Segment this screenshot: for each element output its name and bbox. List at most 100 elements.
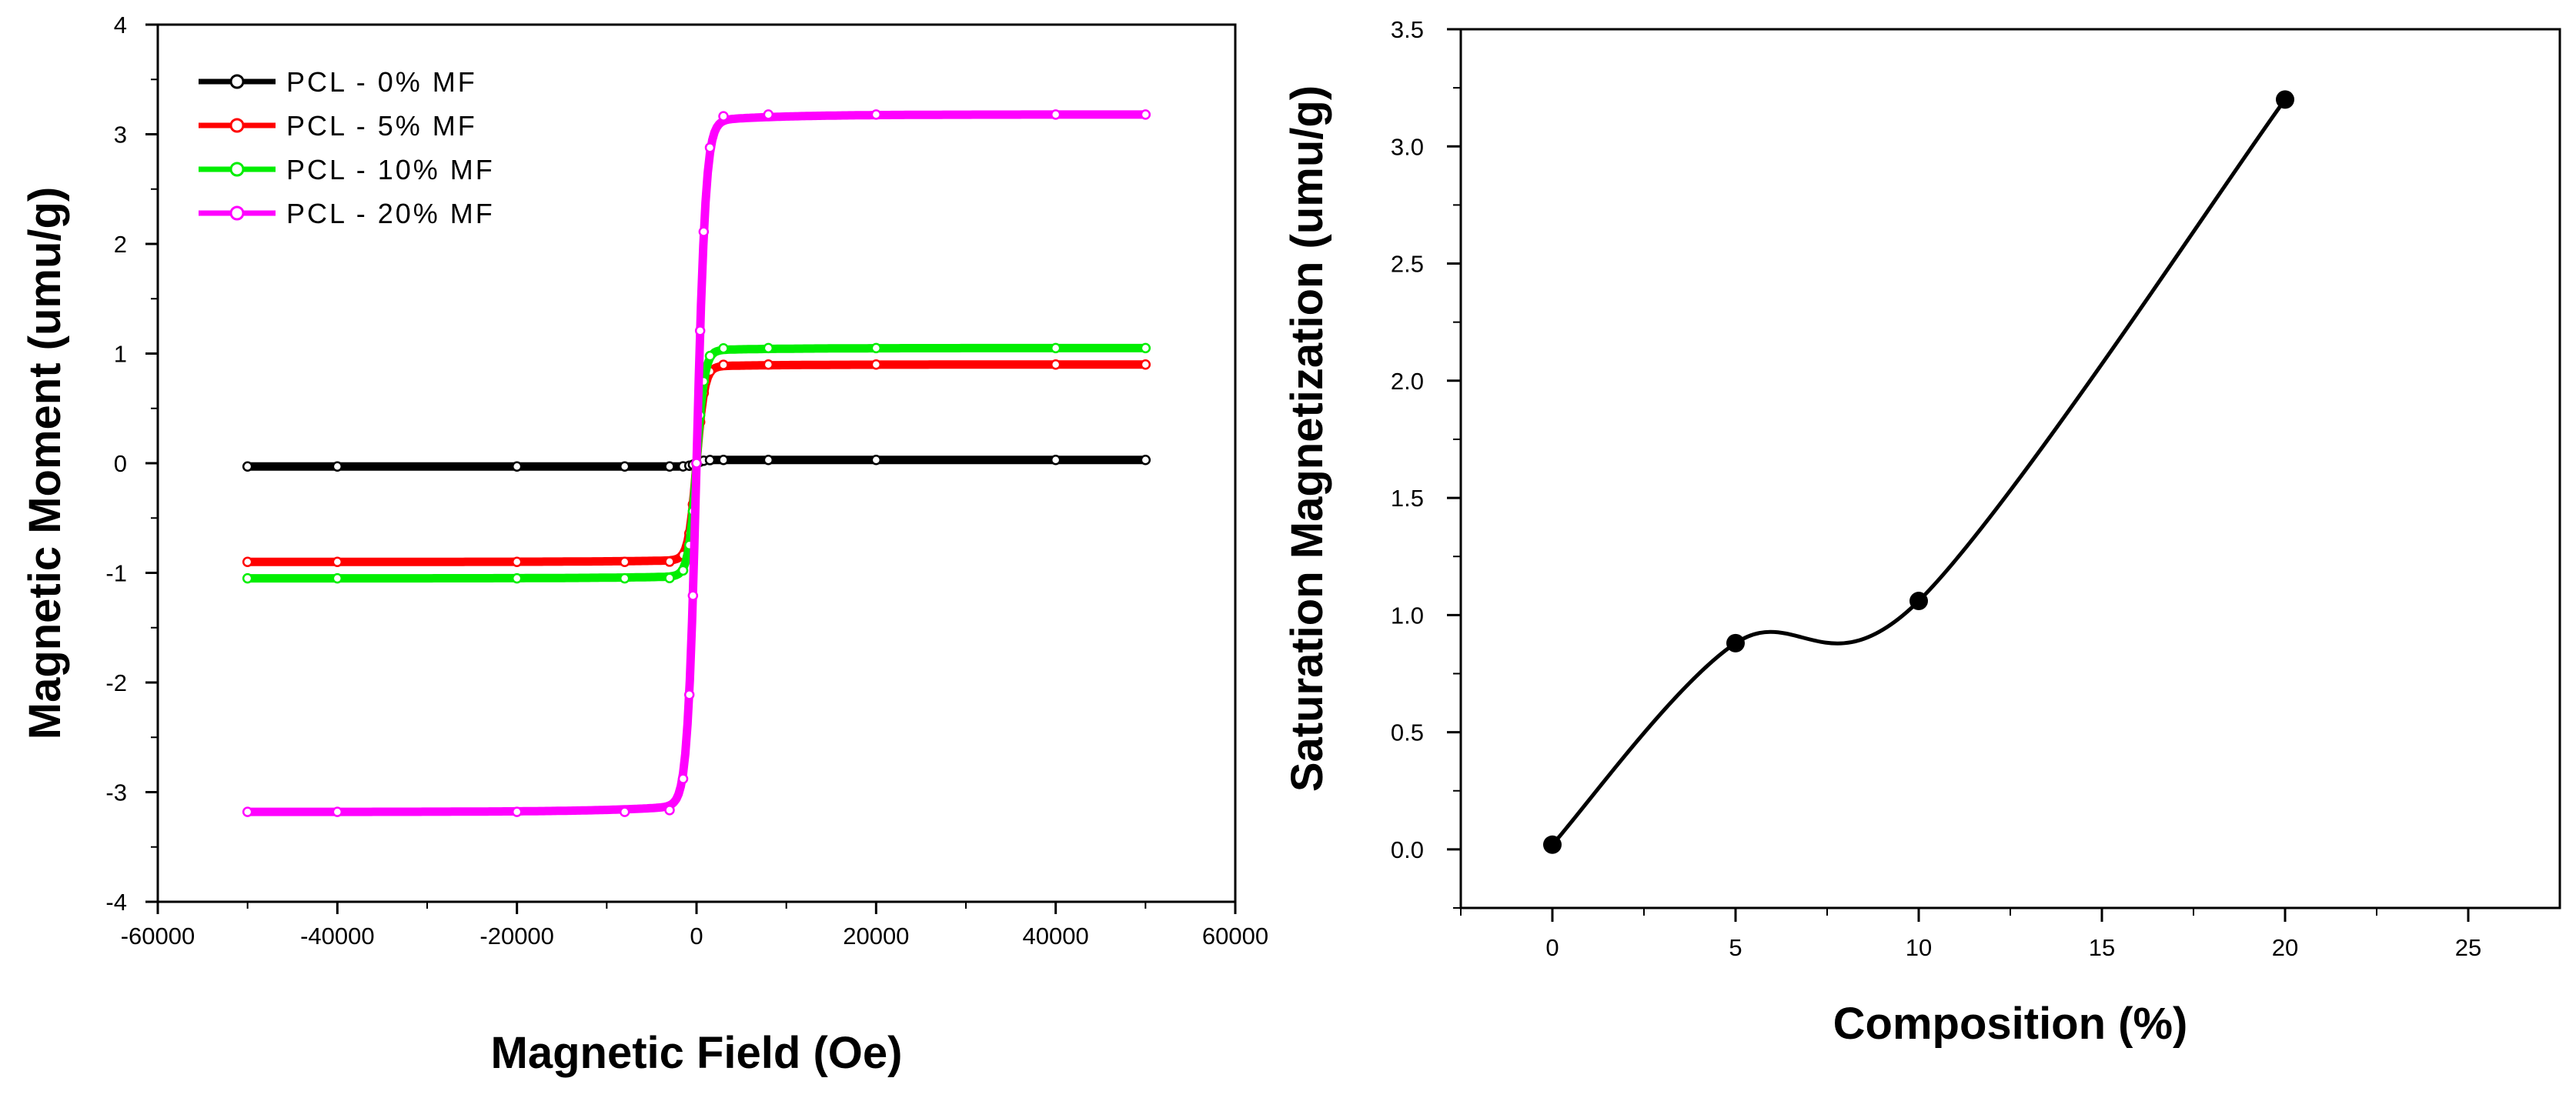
- legend-marker-1: [229, 118, 245, 133]
- left-y-tick-label: -2: [105, 669, 127, 696]
- left-x-tick-label: 0: [690, 923, 703, 949]
- left-series-marker-2: [664, 572, 675, 583]
- left-series-marker-2: [332, 572, 343, 584]
- left-series-marker-3: [687, 590, 699, 601]
- left-series-marker-1: [242, 556, 253, 567]
- left-legend: PCL - 0% MF PCL - 5% MF PCL - 10% MF PCL - …: [199, 66, 495, 229]
- right-data-point-2: [1909, 592, 1928, 611]
- right-y-tick-label: 0.5: [1391, 719, 1424, 746]
- left-series-marker-3: [664, 805, 675, 816]
- right-plot-frame: [1459, 28, 2561, 909]
- right-y-ticks: 0.0 0.5 1.0 1.5 2.0 2.5 3.0 3.5: [1391, 16, 1461, 909]
- left-series-marker-1: [332, 556, 343, 567]
- left-series-marker-0: [1140, 454, 1151, 466]
- left-y-tick-label: -3: [105, 779, 127, 806]
- right-x-ticks: 0 5 10 15 20 25: [1460, 908, 2481, 961]
- left-series-marker-3: [763, 109, 774, 120]
- left-y-tick-label: -1: [105, 560, 127, 587]
- right-y-tick-label: 0.0: [1391, 836, 1424, 863]
- left-series-marker-2: [870, 342, 882, 354]
- left-series-marker-0: [870, 454, 882, 466]
- left-series-marker-0: [718, 454, 729, 466]
- left-series-marker-2: [619, 572, 630, 584]
- left-series-marker-3: [1050, 109, 1061, 120]
- left-series-marker-0: [763, 454, 774, 466]
- left-series-marker-0: [619, 461, 630, 472]
- left-series-marker-3: [704, 142, 716, 153]
- left-series-marker-1: [619, 556, 630, 567]
- left-series-marker-3: [718, 111, 729, 122]
- legend-label-0: PCL - 0% MF: [286, 66, 477, 98]
- left-series-marker-1: [511, 556, 523, 567]
- left-series-marker-2: [677, 565, 689, 576]
- legend-marker-2: [229, 162, 245, 177]
- left-series-marker-3: [694, 325, 706, 336]
- left-series-marker-3: [870, 109, 882, 120]
- right-y-tick-label: 3.5: [1391, 16, 1424, 43]
- right-y-axis-title: Saturation Magnetization (umu/g): [1282, 85, 1332, 792]
- right-y-tick-label: 2.0: [1391, 368, 1424, 395]
- left-series-marker-2: [1140, 342, 1151, 354]
- right-y-tick-label: 3.0: [1391, 133, 1424, 160]
- left-y-tick-label: 3: [114, 122, 127, 149]
- left-series-marker-0: [242, 461, 253, 472]
- hysteresis-chart: -60000 -40000 -20000 0 20000 40000 60000 -4-3-…: [20, 12, 1268, 1078]
- left-y-tick-label: -4: [105, 889, 127, 916]
- left-series-marker-2: [718, 343, 729, 354]
- left-y-tick-label: 4: [114, 12, 127, 38]
- left-x-tick-label: 60000: [1202, 923, 1268, 949]
- left-series-marker-1: [763, 359, 774, 370]
- legend-label-3: PCL - 20% MF: [286, 198, 495, 229]
- right-series-group: [1543, 90, 2294, 854]
- right-x-tick-label: 5: [1729, 934, 1742, 961]
- legend-label-2: PCL - 10% MF: [286, 154, 495, 185]
- left-series-marker-2: [1050, 342, 1061, 354]
- right-y-tick-label: 1.5: [1391, 485, 1424, 512]
- legend-marker-3: [229, 205, 245, 221]
- saturation-chart: 0 5 10 15 20 25 0.0 0.5 1.0 1.5 2.0 2.5 3.0 3.5 Comp…: [1282, 16, 2561, 1049]
- left-series-marker-2: [704, 350, 716, 362]
- right-x-tick-label: 20: [2272, 934, 2298, 961]
- left-series-marker-1: [1140, 359, 1151, 370]
- legend-label-1: PCL - 5% MF: [286, 110, 477, 142]
- left-series-marker-3: [332, 806, 343, 817]
- right-x-tick-label: 10: [1906, 934, 1932, 961]
- left-x-tick-label: -60000: [121, 923, 195, 949]
- right-x-tick-label: 25: [2455, 934, 2481, 961]
- right-data-point-1: [1726, 633, 1745, 652]
- left-series-marker-2: [511, 572, 523, 584]
- right-x-axis-title: Composition (%): [1833, 999, 2188, 1049]
- left-series-marker-0: [511, 461, 523, 472]
- left-y-tick-label: 0: [114, 450, 127, 477]
- left-x-tick-label: 40000: [1023, 923, 1089, 949]
- left-series-marker-2: [763, 342, 774, 354]
- left-series-group: [242, 109, 1151, 817]
- left-y-ticks: -4 -3 -2 -1 0 1 2 3 4: [105, 12, 158, 916]
- left-y-tick-label: 1: [114, 341, 127, 368]
- left-series-marker-1: [664, 556, 675, 567]
- left-series-marker-3: [242, 806, 253, 817]
- left-x-tick-label: 20000: [843, 923, 909, 949]
- left-x-ticks: -60000 -40000 -20000 0 20000 40000 60000: [121, 902, 1268, 949]
- left-series-marker-0: [1050, 454, 1061, 466]
- left-series-marker-1: [870, 359, 882, 370]
- left-series-marker-0: [664, 461, 675, 472]
- left-series-marker-3: [691, 458, 702, 469]
- left-x-axis-title: Magnetic Field (Oe): [491, 1028, 903, 1078]
- right-data-point-3: [2276, 90, 2294, 109]
- left-series-marker-1: [718, 359, 729, 370]
- left-x-tick-label: -40000: [300, 923, 375, 949]
- left-series-marker-3: [683, 689, 695, 700]
- left-x-tick-label: -20000: [479, 923, 554, 949]
- left-series-marker-3: [511, 806, 523, 817]
- left-series-marker-3: [1140, 109, 1151, 120]
- right-y-tick-label: 2.5: [1391, 251, 1424, 278]
- left-series-marker-1: [1050, 359, 1061, 370]
- left-series-marker-0: [704, 455, 716, 466]
- left-y-axis-title: Magnetic Moment (umu/g): [20, 187, 70, 740]
- legend-marker-0: [229, 74, 245, 89]
- left-series-marker-2: [242, 572, 253, 584]
- left-y-tick-label: 2: [114, 231, 127, 258]
